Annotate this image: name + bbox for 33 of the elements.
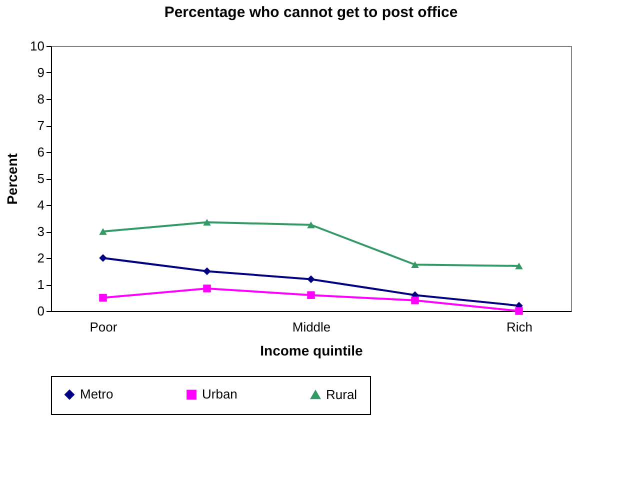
point (203, 218, 211, 226)
y-tick-label: 5 (37, 171, 44, 186)
x-tick-label: Poor (90, 320, 118, 334)
y-tick-label: 7 (37, 118, 44, 133)
y-tick-label: 0 (37, 304, 44, 318)
y-tick-label: 6 (37, 144, 44, 160)
point (307, 275, 315, 284)
y-tick-label: 10 (30, 38, 44, 54)
x-tick-label: Middle (292, 320, 331, 334)
y-tick-label: 2 (37, 250, 44, 266)
y-tick-label: 1 (37, 277, 44, 292)
point (411, 261, 419, 268)
point (307, 222, 315, 228)
y-tick-label: 8 (37, 92, 44, 106)
point (203, 284, 211, 292)
x-axis-title: Income quintile (260, 342, 364, 358)
point (99, 294, 107, 302)
point (411, 296, 419, 304)
chart-title: Percentage who cannot get to post office (164, 4, 458, 21)
point (99, 254, 107, 262)
point (203, 267, 211, 276)
point (515, 307, 523, 315)
y-tick-label: 9 (37, 65, 44, 80)
point (99, 228, 107, 235)
legend-label: Rural (326, 386, 358, 402)
y-tick-label: 4 (37, 198, 44, 212)
y-axis-title: Percent (4, 152, 20, 205)
legend-label: Urban (202, 386, 238, 402)
point (307, 291, 315, 299)
y-tick-label: 3 (37, 224, 44, 239)
x-tick-label: Rich (506, 320, 533, 334)
point (515, 262, 523, 270)
legend-label: Metro (80, 386, 114, 402)
